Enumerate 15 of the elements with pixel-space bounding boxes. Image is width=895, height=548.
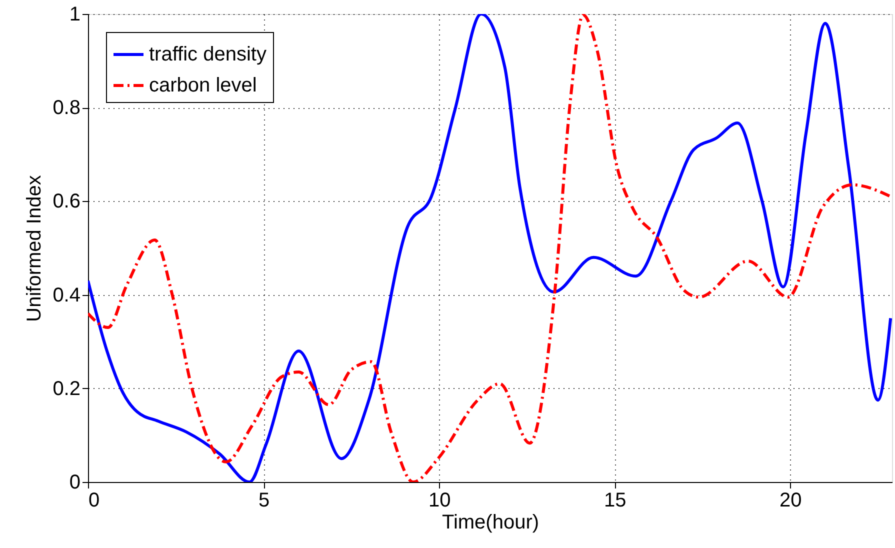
x-tick-label: 20 [780,490,802,512]
x-tick-label: 10 [428,490,451,512]
legend-label: carbon level [149,74,257,96]
y-tick-label: 0.2 [52,378,80,400]
legend-label: traffic density [149,44,266,66]
y-tick-label: 1 [69,4,80,26]
x-tick-label: 5 [258,490,270,512]
x-tick-label: 15 [604,490,626,512]
y-tick-label: 0 [69,472,80,494]
y-tick-label: 0.4 [52,284,80,306]
x-axis-title: Time(hour) [442,512,540,534]
y-axis-title: Uniformed Index [24,175,46,322]
y-tick-label: 0.6 [52,190,80,213]
x-tick-label: 0 [88,490,100,512]
y-tick-label: 0.8 [52,97,80,120]
